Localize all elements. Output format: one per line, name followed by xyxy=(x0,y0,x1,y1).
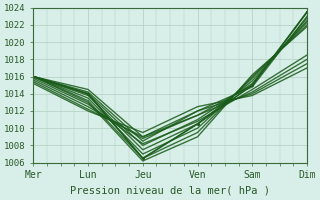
X-axis label: Pression niveau de la mer( hPa ): Pression niveau de la mer( hPa ) xyxy=(70,186,270,196)
